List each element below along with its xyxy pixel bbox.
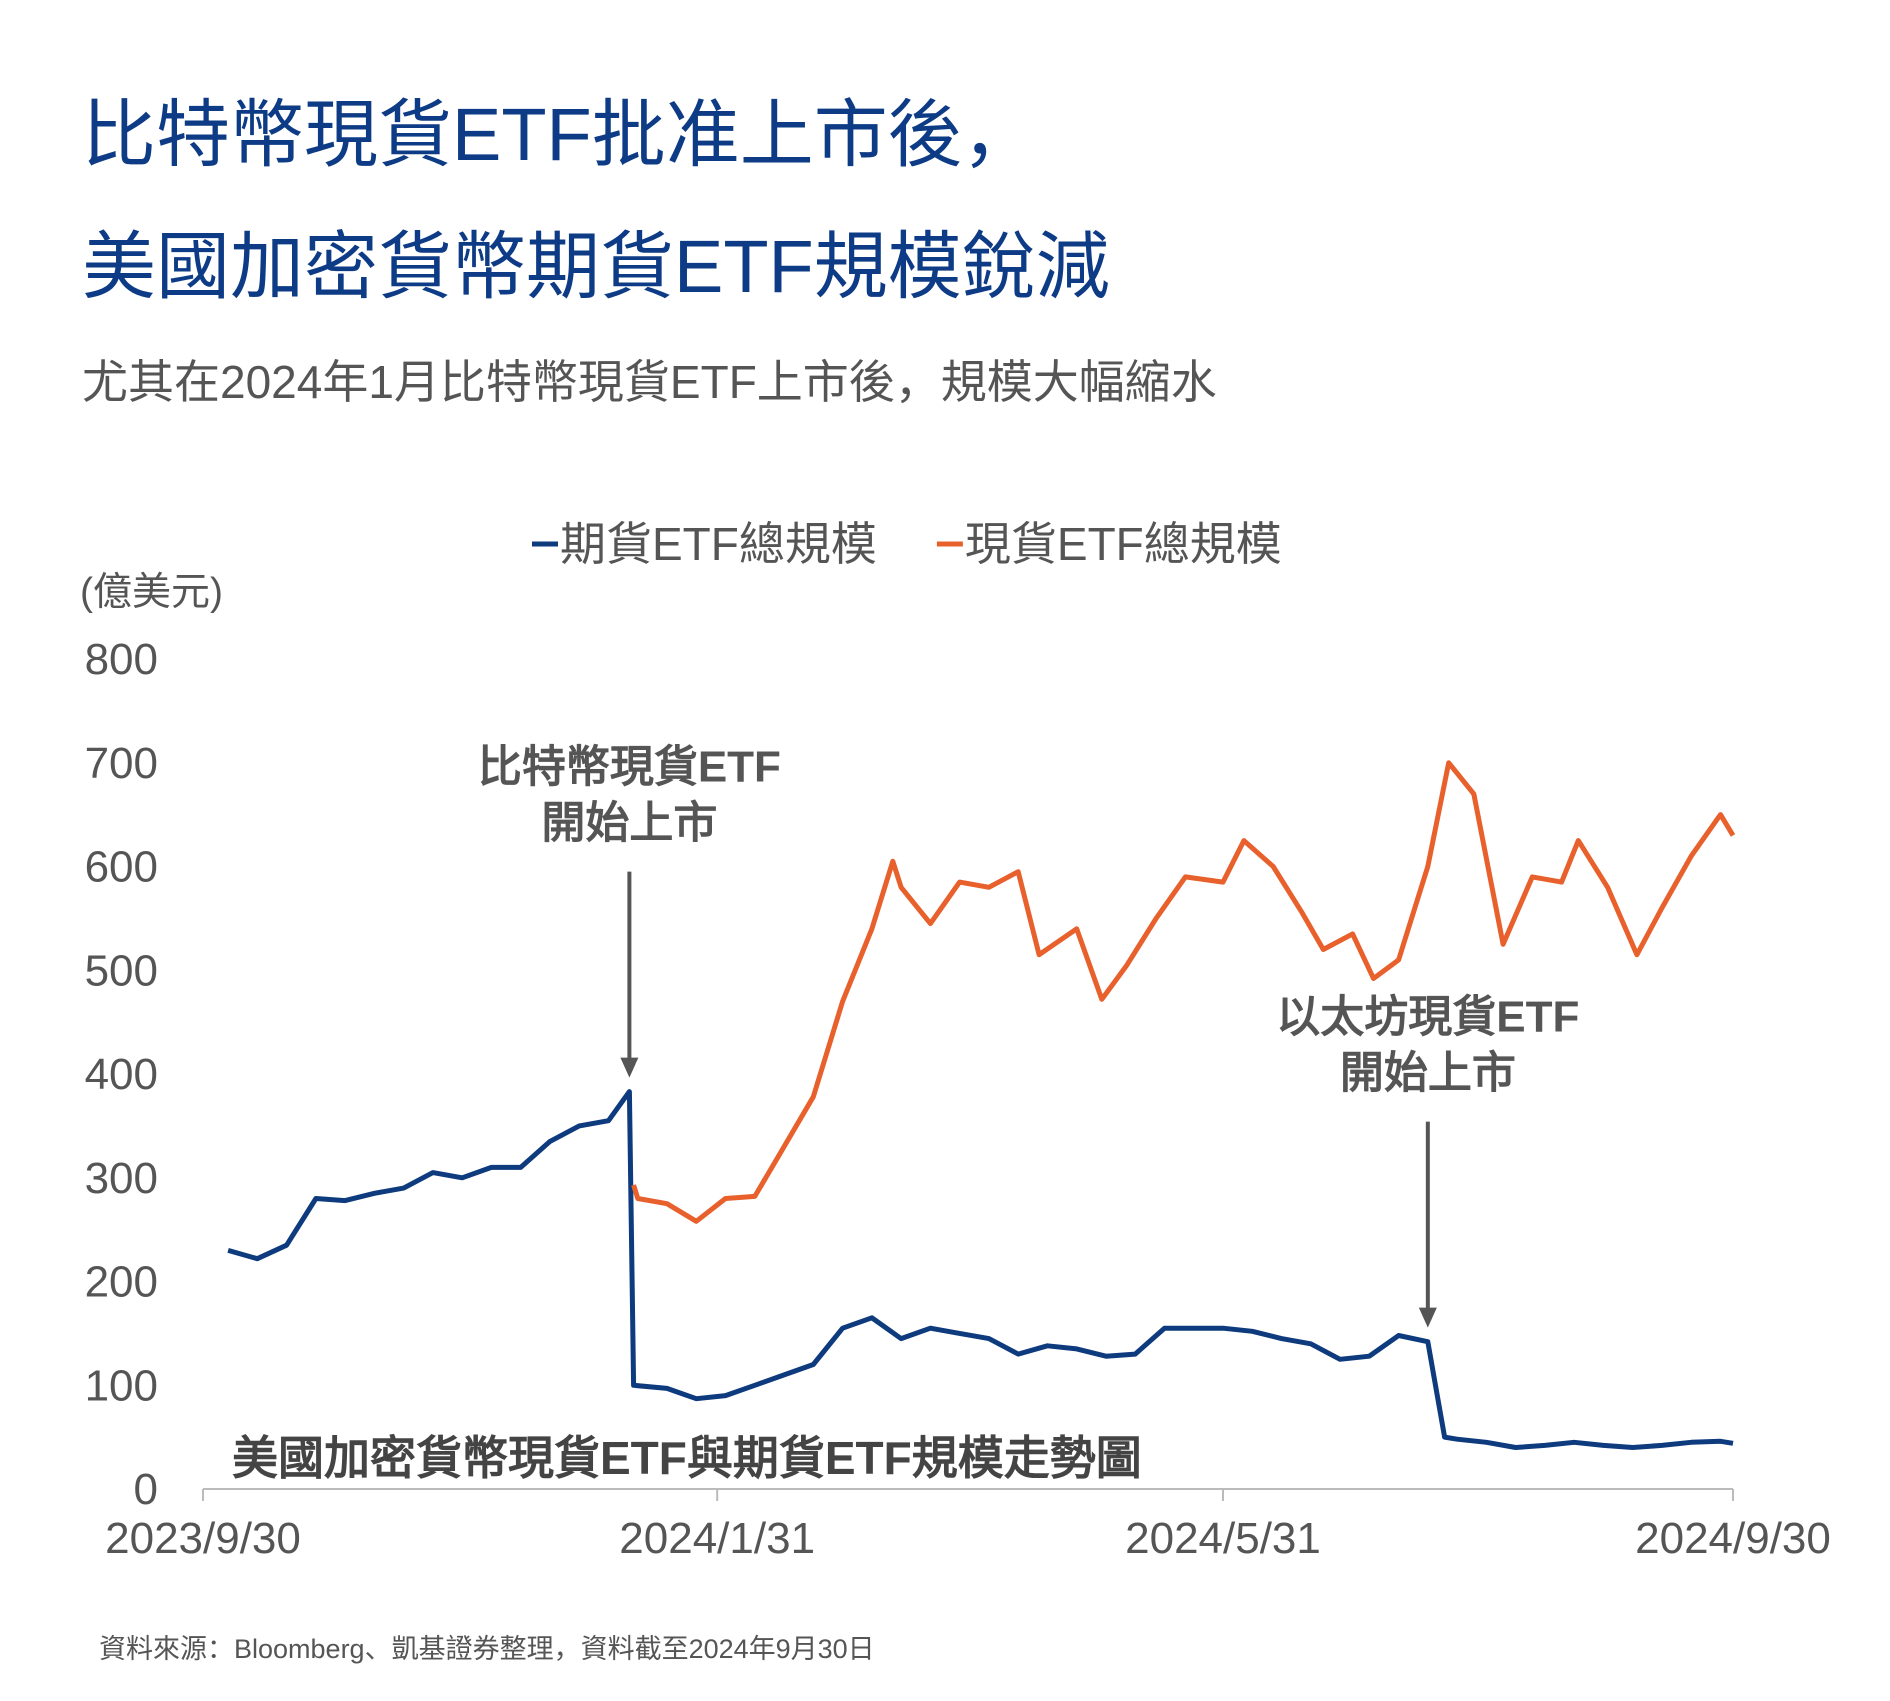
chart-note: 美國加密貨幣現貨ETF與期貨ETF規模走勢圖 bbox=[232, 1432, 1142, 1484]
y-tick-label: 100 bbox=[85, 1361, 158, 1410]
y-tick-label: 400 bbox=[85, 1050, 158, 1099]
annotation-text: 開始上市 bbox=[1340, 1049, 1516, 1098]
x-tick-label: 2024/1/31 bbox=[619, 1514, 815, 1563]
y-axis-label: (億美元) bbox=[80, 571, 223, 614]
annotation-text: 開始上市 bbox=[541, 799, 717, 848]
annotation-text: 以太坊現貨ETF bbox=[1276, 993, 1579, 1042]
y-tick-label: 0 bbox=[134, 1465, 158, 1514]
legend-label: 期貨ETF總規模 bbox=[560, 518, 877, 570]
title-line: 美國加密貨幣期貨ETF規模銳減 bbox=[82, 225, 1110, 308]
y-tick-label: 600 bbox=[85, 843, 158, 892]
x-tick-label: 2024/5/31 bbox=[1125, 1514, 1321, 1563]
y-tick-label: 500 bbox=[85, 946, 158, 995]
legend-label: 現貨ETF總規模 bbox=[965, 518, 1282, 570]
series-line bbox=[631, 760, 1736, 1224]
y-tick-label: 300 bbox=[85, 1154, 158, 1203]
annotation-arrowhead bbox=[620, 1057, 639, 1078]
annotation-arrowhead bbox=[1418, 1307, 1437, 1328]
y-tick-label: 700 bbox=[85, 739, 158, 788]
y-tick-label: 200 bbox=[85, 1258, 158, 1307]
title-line: 比特幣現貨ETF批准上市後， bbox=[82, 93, 1036, 176]
x-tick-label: 2024/9/30 bbox=[1635, 1514, 1831, 1563]
subtitle: 尤其在2024年1月比特幣現貨ETF上市後，規模大幅縮水 bbox=[82, 356, 1217, 408]
x-tick-label: 2023/9/30 bbox=[105, 1514, 301, 1563]
y-tick-label: 800 bbox=[85, 635, 158, 684]
source: 資料來源：Bloomberg、凱基證券整理，資料截至2024年9月30日 bbox=[99, 1634, 875, 1664]
series-line bbox=[227, 1089, 1734, 1450]
annotation-text: 比特幣現貨ETF bbox=[478, 743, 781, 792]
